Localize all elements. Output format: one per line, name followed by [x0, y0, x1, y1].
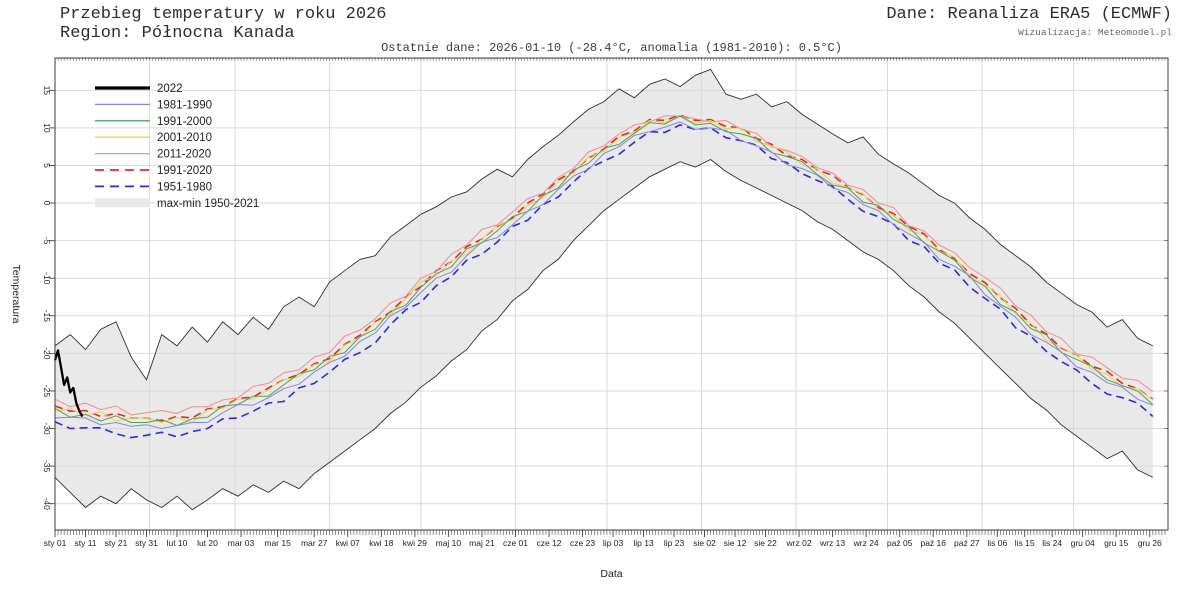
x-tick-label: mar 15: [264, 538, 291, 548]
band-max-line: [54, 68, 1154, 381]
legend: 2022 1981-1990 1991-2000 2001-2010 2011-2020…: [95, 83, 259, 210]
y-tick-label: -35: [42, 460, 52, 473]
visualization-credit: Wizualizacja: Meteomodel.pl: [1018, 27, 1172, 38]
x-tick-label: sty 21: [105, 538, 128, 548]
legend-item-2022: 2022: [95, 83, 183, 95]
legend-item-1951-1980: 1951-1980: [95, 181, 212, 193]
y-tick-label: -15: [42, 310, 52, 323]
x-tick-label: sie 22: [754, 538, 777, 548]
x-tick-label: sie 12: [724, 538, 747, 548]
legend-label: 2001-2010: [157, 132, 212, 144]
y-tick-label: -10: [42, 272, 52, 285]
legend-label: 2011-2020: [157, 149, 211, 161]
x-tick-label: kwi 29: [403, 538, 427, 548]
x-tick-label: gru 04: [1071, 538, 1095, 548]
last-data-subtitle: Ostatnie dane: 2026-01-10 (-28.4°C, anom…: [381, 41, 842, 55]
x-tick-label: cze 01: [503, 538, 528, 548]
series-line-2022: [53, 349, 84, 418]
legend-label: max-min 1950-2021: [157, 198, 259, 210]
y-tick-label: -5: [42, 237, 52, 245]
title-line-2: Region: Północna Kanada: [60, 24, 295, 43]
x-tick-label: lis 24: [1042, 538, 1062, 548]
x-tick-label: sty 31: [135, 538, 158, 548]
data-source-label: Dane: Reanaliza ERA5 (ECMWF): [886, 5, 1172, 24]
title-line-1: Przebieg temperatury w roku 2026: [60, 5, 387, 24]
y-tick-label: 0: [42, 201, 52, 206]
x-tick-label: cze 12: [536, 538, 561, 548]
x-tick-label: lip 13: [633, 538, 654, 548]
legend-item-2001-2010: 2001-2010: [95, 132, 212, 144]
x-tick-label: sie 02: [693, 538, 716, 548]
series-line-2011-2020: [54, 115, 1154, 416]
x-tick-label: paź 27: [954, 538, 980, 548]
y-tick-label: 5: [42, 163, 52, 168]
x-tick-label: lut 20: [197, 538, 218, 548]
y-tick-label: -25: [42, 385, 52, 398]
y-tick-label: 10: [42, 123, 52, 133]
legend-swatch-band: [95, 198, 150, 208]
legend-item-max-min-1950-2021: max-min 1950-2021: [95, 198, 259, 210]
y-tick-label: -20: [42, 347, 52, 360]
source-block: Dane: Reanaliza ERA5 (ECMWF) Wizualizacj…: [886, 5, 1172, 38]
x-axis-label: Data: [600, 568, 622, 580]
x-tick-label: paź 16: [920, 538, 946, 548]
x-tick-label: gru 26: [1138, 538, 1162, 548]
x-tick-label: lip 23: [664, 538, 685, 548]
legend-label: 1991-2000: [157, 116, 212, 128]
y-tick-label: -40: [42, 498, 52, 511]
x-tick-label: lip 03: [603, 538, 624, 548]
x-tick-label: sty 01: [44, 538, 67, 548]
plot-border: [54, 57, 1169, 531]
legend-item-1981-1990: 1981-1990: [95, 99, 212, 111]
series-line-1981-1990: [54, 121, 1153, 429]
x-tick-label: sty 11: [74, 538, 96, 548]
x-tick-label: maj 10: [436, 538, 462, 548]
x-tick-label: cze 23: [570, 538, 595, 548]
x-tick-label: mar 27: [301, 538, 328, 548]
chart-title: Przebieg temperatury w roku 2026 Region: …: [60, 5, 386, 43]
y-tick-label: -30: [42, 422, 52, 435]
x-tick-label: wrz 13: [819, 538, 845, 548]
x-tick-label: mar 03: [228, 538, 255, 548]
x-tick-label: kwi 07: [336, 538, 360, 548]
x-tick-label: paź 05: [887, 538, 913, 548]
legend-item-1991-2000: 1991-2000: [95, 116, 212, 128]
y-tick-label: 15: [42, 86, 52, 96]
x-tick-label: wrz 02: [786, 538, 812, 548]
band-min-line: [54, 158, 1153, 511]
x-tick-label: wrz 24: [853, 538, 879, 548]
x-tick-label: lis 06: [987, 538, 1007, 548]
legend-label: 1951-1980: [157, 181, 212, 193]
legend-item-2011-2020: 2011-2020: [95, 149, 211, 161]
legend-label: 1991-2020: [157, 165, 212, 177]
x-tick-label: kwi 18: [369, 538, 393, 548]
axis-ticks: [49, 58, 1168, 537]
legend-label: 2022: [157, 83, 183, 95]
y-tick-labels: 15 10 5 0 -5 -10 -15 -20 -25 -30 -35 -40: [42, 86, 52, 511]
y-axis-label: Temperatura: [10, 265, 22, 324]
x-tick-labels: sty 01 sty 11 sty 21 sty 31 lut 10 lut 20 mar …: [44, 538, 1162, 548]
x-tick-label: maj 21: [469, 538, 495, 548]
x-tick-label: gru 15: [1104, 538, 1128, 548]
legend-label: 1981-1990: [157, 99, 212, 111]
legend-item-1991-2020: 1991-2020: [95, 165, 212, 177]
x-tick-label: lis 15: [1015, 538, 1035, 548]
x-tick-label: lut 10: [167, 538, 188, 548]
